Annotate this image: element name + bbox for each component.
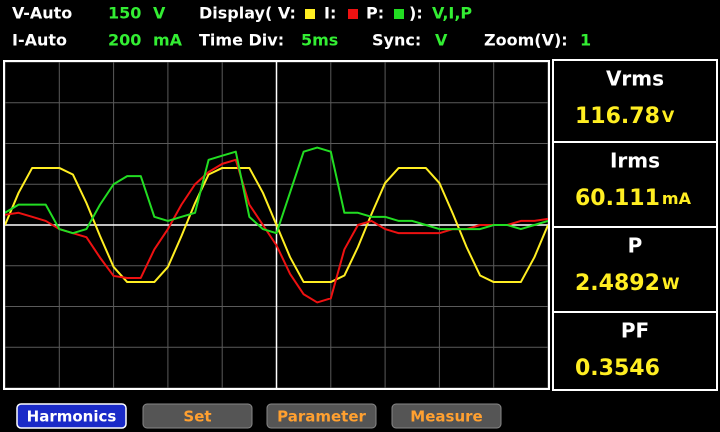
measure-value: 0.3546 <box>575 356 660 381</box>
measure-label: PF <box>621 319 649 343</box>
measure-unit: W <box>662 274 680 293</box>
i-label: I: <box>324 4 336 23</box>
buttons: Harmonics Set Parameter Measure <box>16 403 502 429</box>
v-mode: V-Auto <box>12 4 72 23</box>
button-label[interactable]: Set <box>183 408 211 426</box>
measure-label: Irms <box>610 149 660 173</box>
measure-reading: 0.3546 <box>575 356 660 381</box>
measure-reading: 116.78 V <box>575 104 675 129</box>
display-label: Display( V: <box>199 4 296 23</box>
scope-frame <box>3 60 550 390</box>
display-value: V,I,P <box>432 4 472 23</box>
measure-unit: mA <box>662 189 692 208</box>
button-face[interactable] <box>266 403 377 429</box>
measure-reading: 2.4892 W <box>575 271 680 296</box>
measure-label: Vrms <box>606 67 664 91</box>
display-close: ): <box>409 4 423 23</box>
p-label: P: <box>366 4 384 23</box>
measure-unit: V <box>662 107 675 126</box>
v-swatch <box>305 9 315 19</box>
button[interactable]: Harmonics <box>16 403 127 429</box>
measure-value: 60.111 <box>575 186 660 211</box>
button-face[interactable] <box>391 403 502 429</box>
measurements: Vrms 116.78 V Irms 60.111 mA P 2.4892 W PF 0.3546 <box>575 67 692 382</box>
v-range: 150 <box>108 4 141 23</box>
trace <box>4 146 549 235</box>
button[interactable]: Parameter <box>266 403 377 429</box>
button[interactable]: Measure <box>391 403 502 429</box>
measure-label: P <box>628 234 643 258</box>
i-mode: I-Auto <box>12 31 67 50</box>
button-face[interactable] <box>16 403 127 429</box>
button-face[interactable] <box>142 403 253 429</box>
time-value: 5ms <box>301 31 338 50</box>
measure-value: 116.78 <box>575 104 660 129</box>
zoom-label: Zoom(V): <box>484 31 568 50</box>
sync-value: V <box>435 31 448 50</box>
traces <box>4 146 549 304</box>
button[interactable]: Set <box>142 403 253 429</box>
measure-reading: 60.111 mA <box>575 186 692 211</box>
measure-value: 2.4892 <box>575 271 660 296</box>
i-swatch <box>348 9 358 19</box>
zoom-value: 1 <box>580 31 591 50</box>
i-unit: mA <box>153 31 183 50</box>
v-unit: V <box>153 4 166 23</box>
button-label[interactable]: Harmonics <box>27 408 117 426</box>
trace <box>4 166 549 284</box>
sync-label: Sync: <box>372 31 421 50</box>
button-label[interactable]: Measure <box>410 408 482 426</box>
p-swatch <box>394 9 404 19</box>
time-label: Time Div: <box>199 31 284 50</box>
button-label[interactable]: Parameter <box>277 408 366 426</box>
i-range: 200 <box>108 31 141 50</box>
measure-panel <box>552 59 718 391</box>
